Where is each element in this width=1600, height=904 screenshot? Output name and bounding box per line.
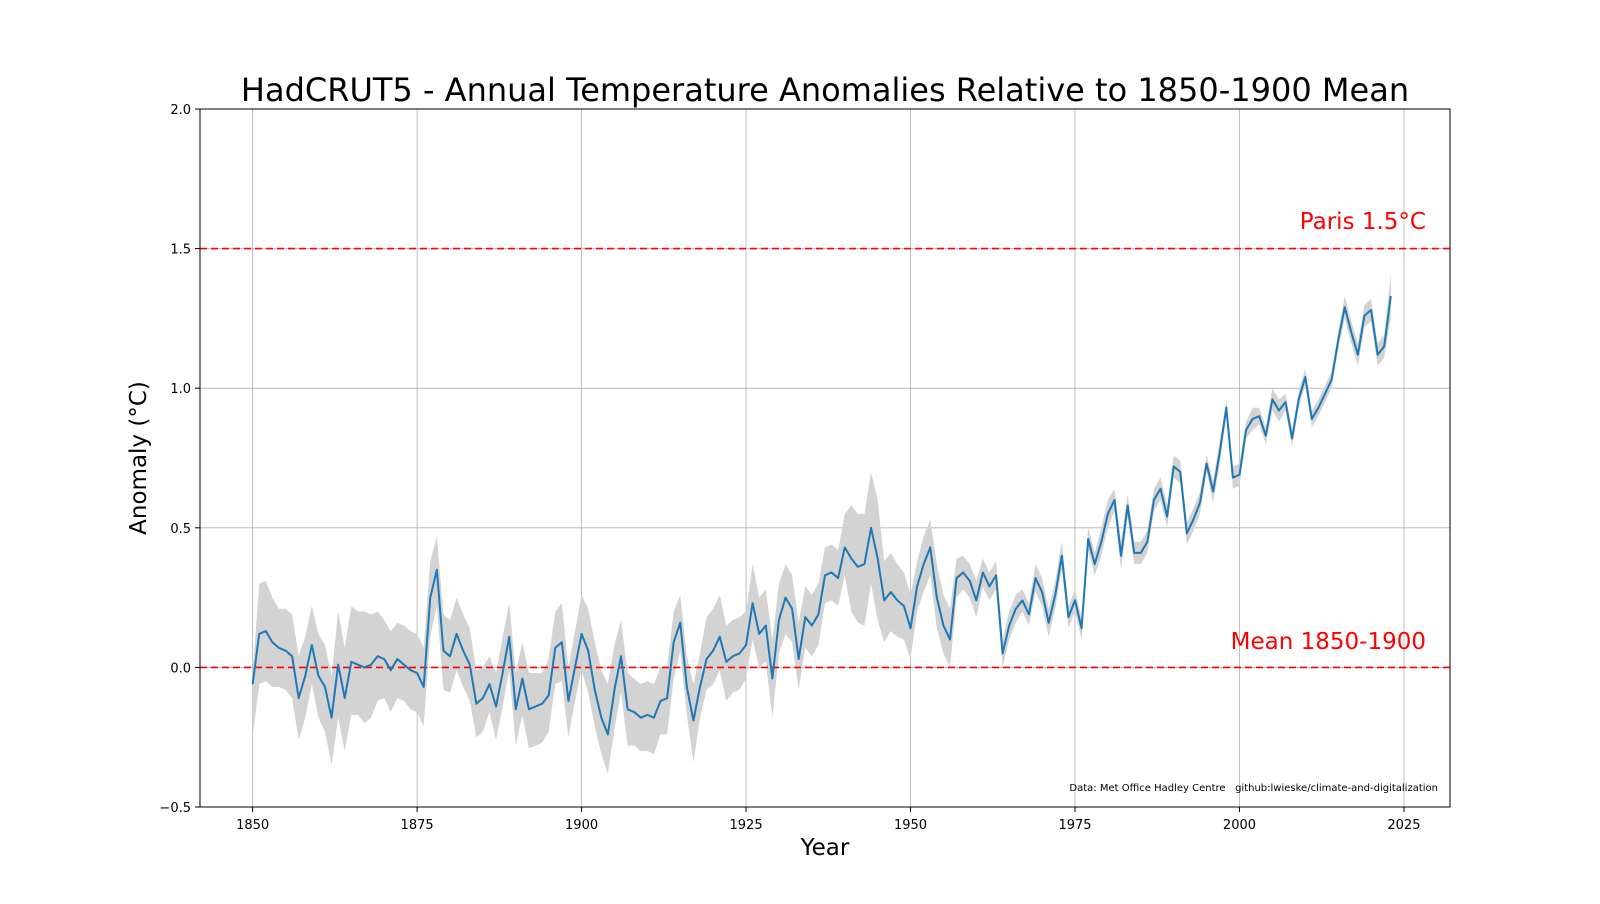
paris-line-label: Paris 1.5°C xyxy=(1300,209,1426,235)
y-tick-label: −0.5 xyxy=(159,801,191,816)
y-tick-label: 0.0 xyxy=(170,661,191,676)
x-axis-ticks: 1850 1875 1900 1925 1950 1975 2000 2025 xyxy=(236,807,1420,833)
x-tick-label: 1975 xyxy=(1058,818,1091,833)
mean-line-label: Mean 1850-1900 xyxy=(1231,629,1426,655)
y-tick-label: 0.5 xyxy=(170,522,191,537)
x-tick-label: 2025 xyxy=(1387,818,1420,833)
uncertainty-band xyxy=(252,273,1391,774)
x-tick-label: 2000 xyxy=(1223,818,1256,833)
x-tick-label: 1850 xyxy=(236,818,269,833)
x-tick-label: 1875 xyxy=(401,818,434,833)
y-tick-label: 2.0 xyxy=(170,103,191,118)
chart-title: HadCRUT5 - Annual Temperature Anomalies … xyxy=(241,71,1409,109)
data-source-annotation: Data: Met Office Hadley Centre github:lw… xyxy=(1069,783,1438,794)
x-tick-label: 1925 xyxy=(730,818,763,833)
x-tick-label: 1950 xyxy=(894,818,927,833)
plot-frame xyxy=(199,108,1451,808)
y-tick-label: 1.0 xyxy=(170,382,191,397)
y-axis-label: Anomaly (°C) xyxy=(126,381,152,535)
y-axis-ticks: −0.5 0.0 0.5 1.0 1.5 2.0 xyxy=(159,103,200,816)
series-line-layer xyxy=(251,295,1392,736)
uncertainty-band-layer xyxy=(252,273,1391,774)
anomaly-series-line xyxy=(251,295,1392,736)
x-axis-label: Year xyxy=(800,835,850,861)
reference-lines-layer xyxy=(200,247,1450,669)
y-tick-label: 1.5 xyxy=(170,243,191,258)
x-tick-label: 1900 xyxy=(565,818,598,833)
